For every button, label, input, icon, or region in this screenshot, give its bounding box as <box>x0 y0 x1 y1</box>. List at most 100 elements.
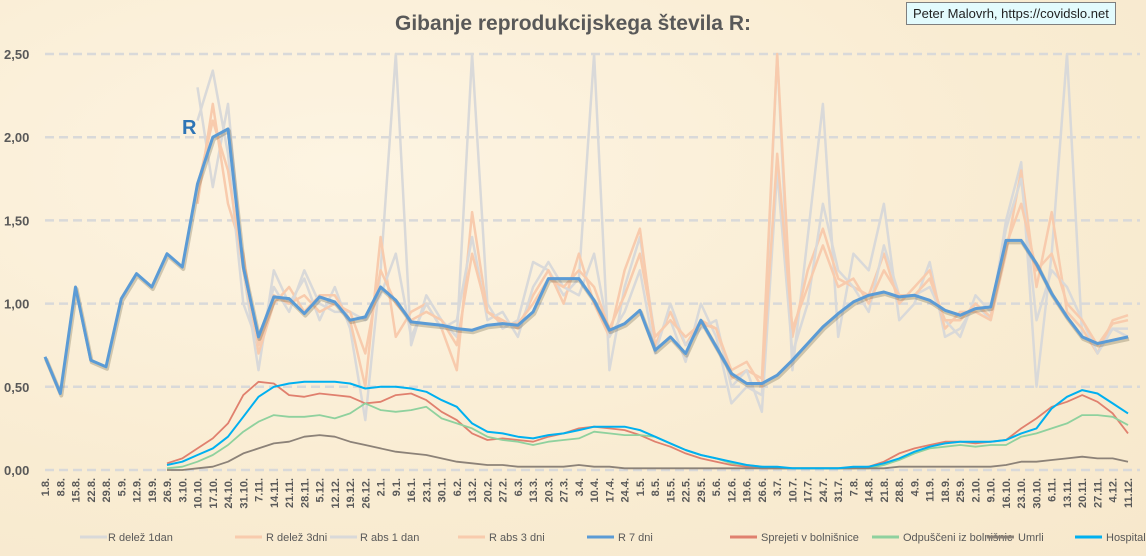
x-tick-label: 12.9. <box>132 478 144 502</box>
x-tick-label: 31.10. <box>238 478 250 509</box>
legend-label: Sprejeti v bolnišnice <box>761 532 859 544</box>
legend-label: Hospitalizirani <box>1106 532 1146 544</box>
x-tick-label: 13.3. <box>528 478 540 502</box>
x-tick-label: 14.8. <box>864 478 876 502</box>
x-tick-label: 22.8. <box>86 478 98 502</box>
x-tick-label: 29.8. <box>101 478 113 502</box>
x-tick-label: 17.10. <box>208 478 220 509</box>
x-tick-label: 23.1. <box>421 478 433 502</box>
legend-item-r-abs-3-dni: R abs 3 dni <box>458 532 545 544</box>
x-tick-label: 7.8. <box>848 478 860 496</box>
x-tick-label: 27.2. <box>498 478 510 502</box>
x-tick-label: 10.7. <box>787 478 799 502</box>
x-tick-label: 17.7. <box>803 478 815 502</box>
r-annotation: R <box>182 117 197 139</box>
x-tick-label: 5.9. <box>116 478 128 496</box>
x-tick-label: 16.1. <box>406 478 418 502</box>
x-tick-label: 17.4. <box>604 478 616 502</box>
x-tick-label: 19.12. <box>345 478 357 509</box>
x-tick-label: 28.11. <box>299 478 311 508</box>
legend-item-sprejeti-v-bolni-nice: Sprejeti v bolnišnice <box>730 532 859 544</box>
x-tick-label: 26.6. <box>757 478 769 502</box>
x-tick-label: 7.11. <box>254 478 266 502</box>
x-tick-label: 5.12. <box>315 478 327 502</box>
x-axis: 1.8. 8.8. 15.8. 22.8. 29.8. 5.9. 12.9. 19.9. 26.… <box>40 478 1135 509</box>
x-tick-label: 6.2. <box>452 478 464 496</box>
legend-label: Umrli <box>1018 532 1044 544</box>
x-tick-label: 27.3. <box>559 478 571 502</box>
x-tick-label: 13.2. <box>467 478 479 502</box>
x-tick-label: 26.12. <box>360 478 372 509</box>
x-tick-label: 21.11. <box>284 478 296 508</box>
x-tick-label: 1.5. <box>635 478 647 496</box>
x-tick-label: 24.7. <box>818 478 830 502</box>
x-tick-label: 25.9. <box>955 478 967 502</box>
series-line-hospitalizirani <box>166 380 1129 470</box>
x-tick-label: 12.6. <box>726 478 738 502</box>
series-shadow <box>44 128 1130 398</box>
legend-label: Odpuščeni iz bolnišnic <box>903 532 1013 544</box>
x-tick-label: 22.5. <box>681 478 693 502</box>
legend-item-umrli: Umrli <box>987 532 1044 544</box>
legend-item-r-7-dni: R 7 dni <box>587 532 653 544</box>
x-tick-label: 13.11. <box>1062 478 1074 508</box>
legend-label: R delež 1dan <box>108 532 173 544</box>
x-tick-label: 23.10. <box>1016 478 1028 509</box>
legend-item-r-dele-3dni: R delež 3dni <box>235 532 327 544</box>
series-lines <box>43 52 1130 471</box>
x-tick-label: 4.12. <box>1108 478 1120 502</box>
legend-item-hospitalizirani: Hospitalizirani <box>1075 532 1146 544</box>
series-line-odpu-eni-iz-bolni-nic <box>166 402 1129 470</box>
x-tick-label: 30.10. <box>1031 478 1043 509</box>
y-tick-label: 1,50 <box>4 213 29 228</box>
x-tick-label: 15.8. <box>71 478 83 502</box>
chart-title: Gibanje reprodukcijskega števila R: <box>395 12 751 35</box>
gridlines <box>45 52 1140 472</box>
x-tick-label: 15.5. <box>665 478 677 502</box>
x-tick-label: 24.10. <box>223 478 235 509</box>
y-tick-label: 0,50 <box>4 380 29 395</box>
x-tick-label: 9.10. <box>986 478 998 502</box>
x-tick-label: 11.12. <box>1123 478 1135 508</box>
series-line-r-dele-1dan <box>196 52 1129 422</box>
x-tick-label: 2.1. <box>376 478 388 496</box>
x-tick-label: 12.12. <box>330 478 342 509</box>
x-tick-label: 6.3. <box>513 478 525 496</box>
y-tick-label: 0,00 <box>4 463 29 478</box>
x-tick-label: 4.9. <box>909 478 921 496</box>
x-tick-label: 3.10. <box>177 478 189 502</box>
x-tick-label: 3.7. <box>772 478 784 496</box>
x-tick-label: 8.5. <box>650 478 662 496</box>
x-tick-label: 30.1. <box>437 478 449 502</box>
x-tick-label: 9.1. <box>391 478 403 496</box>
x-tick-label: 8.8. <box>55 478 67 496</box>
x-tick-label: 19.9. <box>147 478 159 502</box>
legend-item-r-dele-1dan: R delež 1dan <box>80 532 173 544</box>
y-tick-label: 2,00 <box>4 130 29 145</box>
series-line-r-7-dni <box>43 127 1129 395</box>
y-tick-label: 1,00 <box>4 297 29 312</box>
legend-label: R abs 1 dan <box>360 532 419 544</box>
x-tick-label: 19.6. <box>742 478 754 502</box>
x-tick-label: 20.11. <box>1077 478 1089 508</box>
x-tick-label: 2.10. <box>970 478 982 502</box>
series-line-sprejeti-v-bolni-nice <box>166 380 1129 470</box>
legend: R delež 1dan R delež 3dni R abs 1 dan R abs… <box>80 532 1146 544</box>
x-tick-label: 14.11. <box>269 478 281 508</box>
credit-box: Peter Malovrh, https://covidslo.net <box>906 2 1116 25</box>
x-tick-label: 27.11. <box>1092 478 1104 508</box>
legend-item-odpu-eni-iz-bolni-nic: Odpuščeni iz bolnišnic <box>872 532 1013 544</box>
x-tick-label: 28.8. <box>894 478 906 502</box>
legend-label: R 7 dni <box>618 532 653 544</box>
x-tick-label: 1.8. <box>40 478 52 496</box>
legend-item-r-abs-1-dan: R abs 1 dan <box>330 532 419 544</box>
x-tick-label: 24.4. <box>620 478 632 502</box>
x-tick-label: 20.2. <box>482 478 494 502</box>
x-tick-label: 3.4. <box>574 478 586 496</box>
x-tick-label: 16.10. <box>1001 478 1013 509</box>
x-tick-label: 11.9. <box>925 478 937 502</box>
x-tick-label: 31.7. <box>833 478 845 502</box>
y-axis: 0,00 0,50 1,00 1,50 2,00 2,50 <box>4 47 29 478</box>
x-tick-label: 29.5. <box>696 478 708 502</box>
